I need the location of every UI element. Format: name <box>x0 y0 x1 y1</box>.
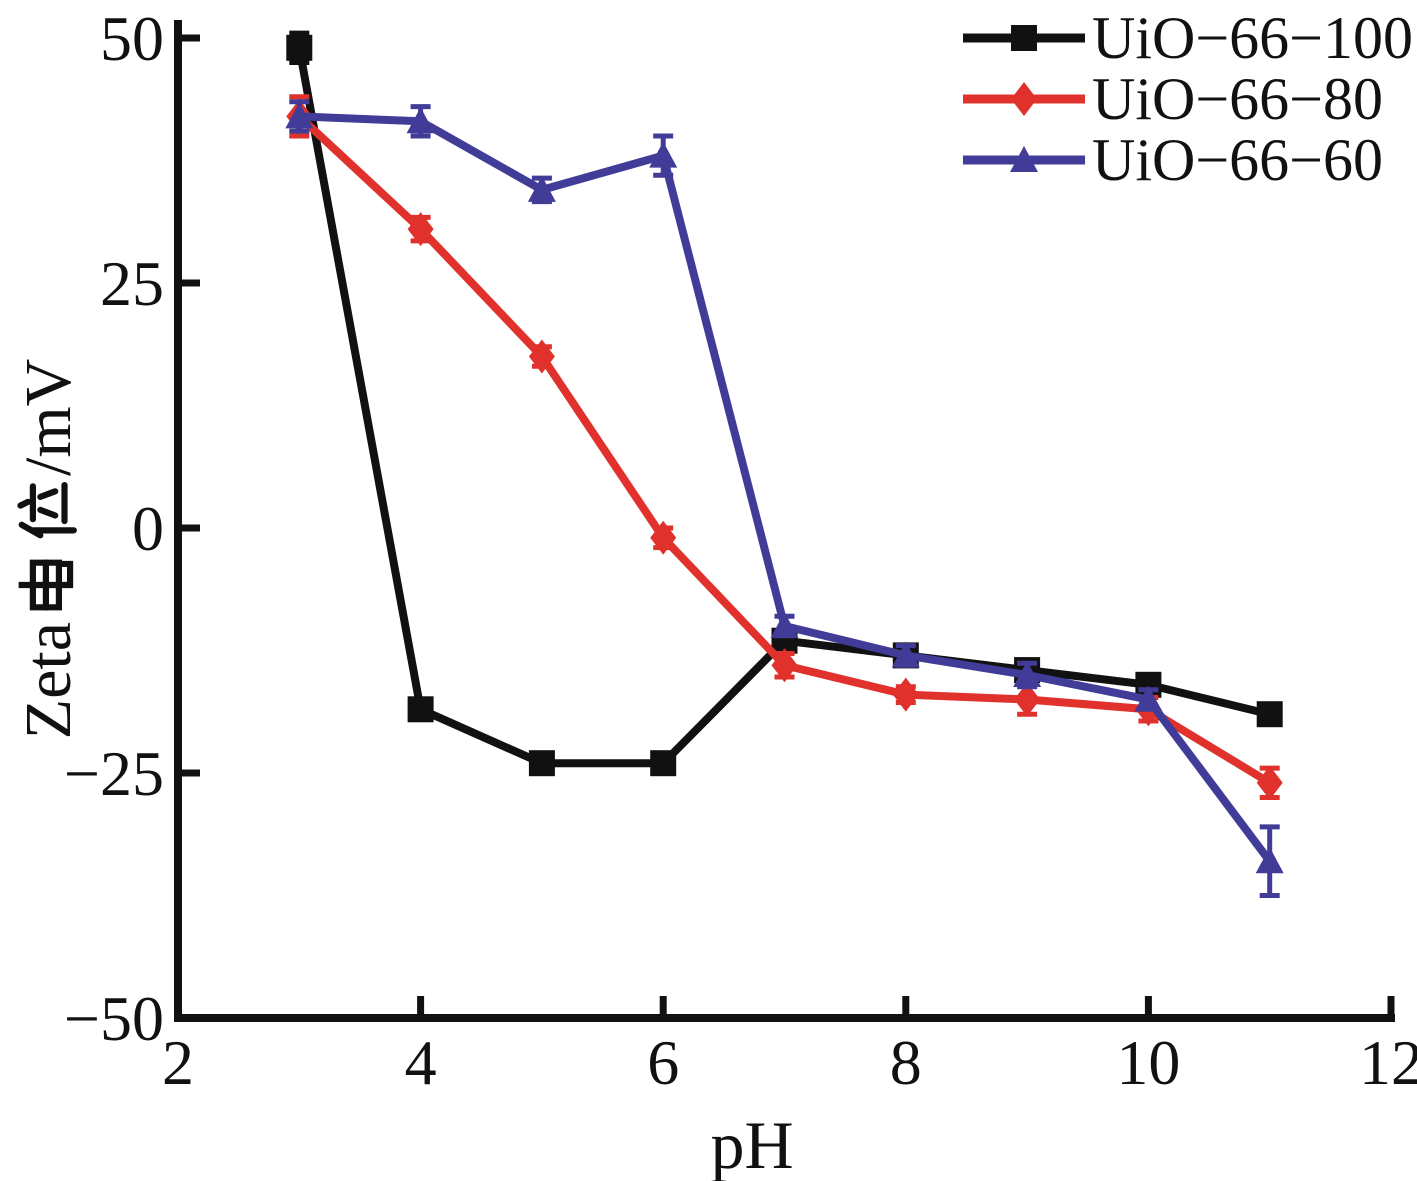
data-point <box>650 520 677 555</box>
cjk-glyph-wei <box>17 481 77 539</box>
data-point <box>1255 847 1284 874</box>
data-point <box>528 339 555 374</box>
x-tick-label: 12 <box>1359 1027 1417 1098</box>
data-point <box>286 34 313 61</box>
y-tick-label: −25 <box>64 738 164 809</box>
legend-item-1: UiO−66−80 <box>963 66 1383 132</box>
legend-marker-triangle-icon <box>1010 146 1038 172</box>
x-tick-label: 6 <box>647 1027 679 1098</box>
data-point <box>770 612 799 638</box>
series-UiO−66−60 <box>285 99 1284 898</box>
series-line <box>299 112 1273 864</box>
data-point <box>406 107 435 134</box>
cjk-glyph-dian <box>18 559 74 611</box>
x-axis-label: pH <box>710 1107 793 1181</box>
data-point <box>1134 685 1163 712</box>
x-tick-label: 4 <box>405 1027 437 1098</box>
data-point <box>771 648 798 683</box>
data-point <box>891 641 920 668</box>
data-point <box>649 141 678 168</box>
legend-label: UiO−66−100 <box>1092 5 1413 71</box>
y-axis-label: Zeta/mV <box>12 359 85 740</box>
legend-label: UiO−66−80 <box>1092 66 1383 132</box>
data-point <box>650 750 677 777</box>
data-point <box>527 175 556 202</box>
axes-layer: 2 4 6 8 10 12 50 25 0 −25 −50 <box>64 3 1417 1098</box>
y-axis-label-prefix: Zeta <box>12 622 85 739</box>
legend-marker-diamond-icon <box>1011 82 1037 116</box>
y-tick-label: 0 <box>132 493 164 564</box>
data-point <box>528 750 555 777</box>
y-tick-label: −50 <box>64 983 164 1054</box>
legend-item-0: UiO−66−100 <box>963 5 1413 71</box>
data-point <box>1256 701 1283 728</box>
x-tick-label: 10 <box>1116 1027 1180 1098</box>
x-tick-label: 2 <box>162 1027 194 1098</box>
axis-labels-layer: pH Zeta/mV <box>12 359 794 1181</box>
data-point <box>1013 661 1042 687</box>
legend-marker-square-icon <box>1011 25 1037 51</box>
legend-item-2: UiO−66−60 <box>963 127 1383 193</box>
data-point <box>1256 765 1283 800</box>
y-tick-label: 50 <box>100 3 164 74</box>
data-point <box>1014 682 1041 717</box>
x-tick-label: 8 <box>890 1027 922 1098</box>
legend-label: UiO−66−60 <box>1092 127 1383 193</box>
data-point <box>407 696 434 723</box>
data-point <box>892 677 919 712</box>
data-point <box>407 212 434 247</box>
axis-spines <box>174 20 1395 1022</box>
series-layer <box>285 30 1284 898</box>
data-point <box>285 102 314 129</box>
y-tick-label: 25 <box>100 248 164 319</box>
y-axis-label-suffix: /mV <box>12 359 85 476</box>
